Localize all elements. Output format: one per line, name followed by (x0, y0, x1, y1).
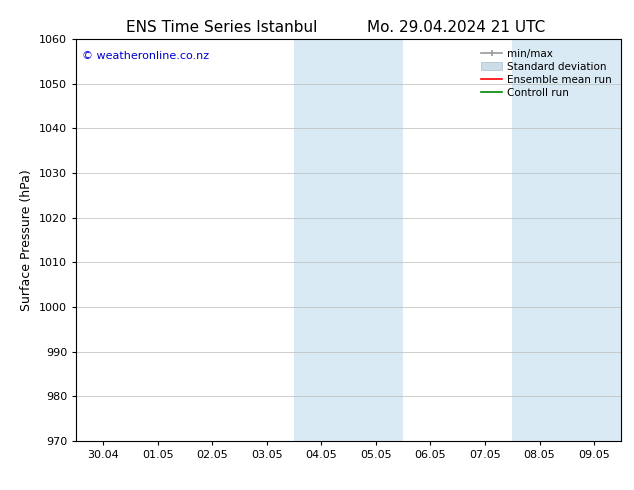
Legend: min/max, Standard deviation, Ensemble mean run, Controll run: min/max, Standard deviation, Ensemble me… (477, 45, 616, 102)
Bar (512, 39, 621, 441)
Text: ENS Time Series Istanbul: ENS Time Series Istanbul (126, 20, 318, 35)
Text: © weatheronline.co.nz: © weatheronline.co.nz (82, 51, 209, 61)
Y-axis label: Surface Pressure (hPa): Surface Pressure (hPa) (20, 169, 34, 311)
Text: Mo. 29.04.2024 21 UTC: Mo. 29.04.2024 21 UTC (367, 20, 546, 35)
Bar (294, 39, 403, 441)
